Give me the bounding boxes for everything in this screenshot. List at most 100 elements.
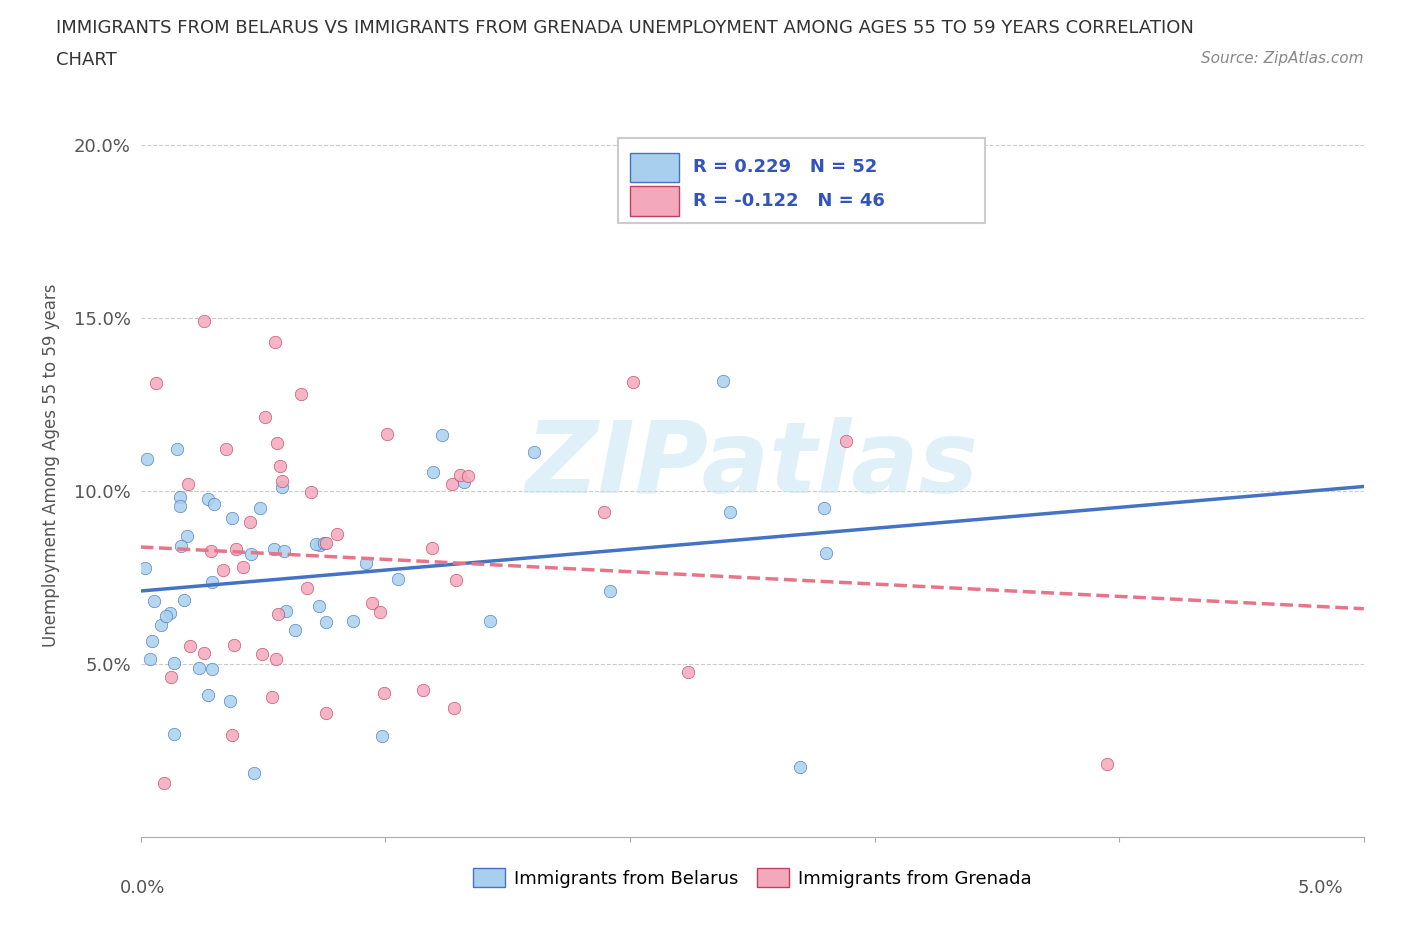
Point [221, 727, 243, 742]
Point [444, 573, 467, 588]
Point [200, 662, 222, 677]
Point [360, 595, 382, 610]
Point [222, 637, 245, 652]
Point [163, 727, 186, 742]
Legend: Immigrants from Belarus, Immigrants from Grenada: Immigrants from Belarus, Immigrants from… [465, 861, 1039, 895]
Point [166, 442, 188, 457]
Point [139, 651, 162, 666]
Point [267, 606, 290, 621]
Point [163, 656, 186, 671]
Point [711, 374, 734, 389]
Point [136, 451, 159, 466]
Point [315, 705, 337, 720]
Point [197, 491, 219, 506]
Point [142, 593, 165, 608]
Point [200, 543, 222, 558]
Point [169, 538, 191, 553]
FancyBboxPatch shape [617, 138, 984, 223]
Point [134, 561, 156, 576]
Point [153, 776, 176, 790]
Point [271, 480, 294, 495]
Point [266, 435, 288, 450]
Point [422, 465, 444, 480]
Point [325, 526, 347, 541]
Point [479, 613, 502, 628]
Text: ZIPatlas: ZIPatlas [526, 417, 979, 513]
Point [169, 489, 191, 504]
Point [449, 468, 471, 483]
Point [273, 543, 295, 558]
Point [197, 687, 219, 702]
Point [193, 313, 215, 328]
Y-axis label: Unemployment Among Ages 55 to 59 years: Unemployment Among Ages 55 to 59 years [42, 284, 60, 646]
Point [295, 580, 318, 595]
Point [430, 427, 453, 442]
Point [225, 541, 247, 556]
Text: IMMIGRANTS FROM BELARUS VS IMMIGRANTS FROM GRENADA UNEMPLOYMENT AMONG AGES 55 TO: IMMIGRANTS FROM BELARUS VS IMMIGRANTS FR… [56, 19, 1194, 36]
Point [177, 477, 200, 492]
Text: Source: ZipAtlas.com: Source: ZipAtlas.com [1201, 51, 1364, 66]
Point [193, 645, 215, 660]
Point [201, 575, 224, 590]
Point [149, 618, 172, 632]
Point [266, 651, 288, 666]
Point [260, 689, 283, 704]
Point [375, 427, 398, 442]
Point [373, 685, 395, 700]
Point [239, 515, 262, 530]
Point [215, 442, 238, 457]
Point [457, 468, 479, 483]
Point [312, 536, 335, 551]
Point [835, 433, 858, 448]
Point [270, 473, 292, 488]
Text: 5.0%: 5.0% [1298, 879, 1343, 897]
Point [412, 683, 434, 698]
Point [221, 511, 243, 525]
Point [179, 639, 201, 654]
Point [387, 571, 409, 586]
Point [243, 765, 266, 780]
FancyBboxPatch shape [630, 186, 679, 216]
Point [212, 563, 235, 578]
Point [188, 660, 211, 675]
Point [263, 541, 285, 556]
Point [290, 387, 312, 402]
Point [159, 605, 181, 620]
FancyBboxPatch shape [630, 153, 679, 182]
Point [370, 729, 392, 744]
Point [202, 497, 225, 512]
Point [269, 458, 291, 473]
Point [342, 613, 364, 628]
Point [453, 475, 475, 490]
Point [141, 633, 163, 648]
Point [315, 615, 337, 630]
Point [420, 541, 443, 556]
Text: R = -0.122   N = 46: R = -0.122 N = 46 [693, 192, 886, 210]
Point [299, 485, 322, 499]
Point [718, 504, 741, 519]
Point [305, 537, 328, 551]
Point [219, 694, 242, 709]
Point [440, 476, 463, 491]
Point [284, 623, 307, 638]
Point [315, 536, 337, 551]
Point [599, 584, 621, 599]
Point [443, 701, 465, 716]
Point [159, 670, 181, 684]
Point [145, 376, 167, 391]
Point [232, 560, 254, 575]
Text: CHART: CHART [56, 51, 117, 69]
Point [308, 598, 330, 613]
Point [173, 593, 195, 608]
Point [169, 498, 191, 513]
Point [176, 528, 198, 543]
Point [813, 500, 835, 515]
Point [249, 500, 271, 515]
Text: R = 0.229   N = 52: R = 0.229 N = 52 [693, 158, 877, 177]
Point [354, 555, 377, 570]
Point [368, 604, 391, 619]
Point [815, 545, 838, 560]
Point [240, 547, 263, 562]
Point [253, 410, 276, 425]
Point [252, 646, 274, 661]
